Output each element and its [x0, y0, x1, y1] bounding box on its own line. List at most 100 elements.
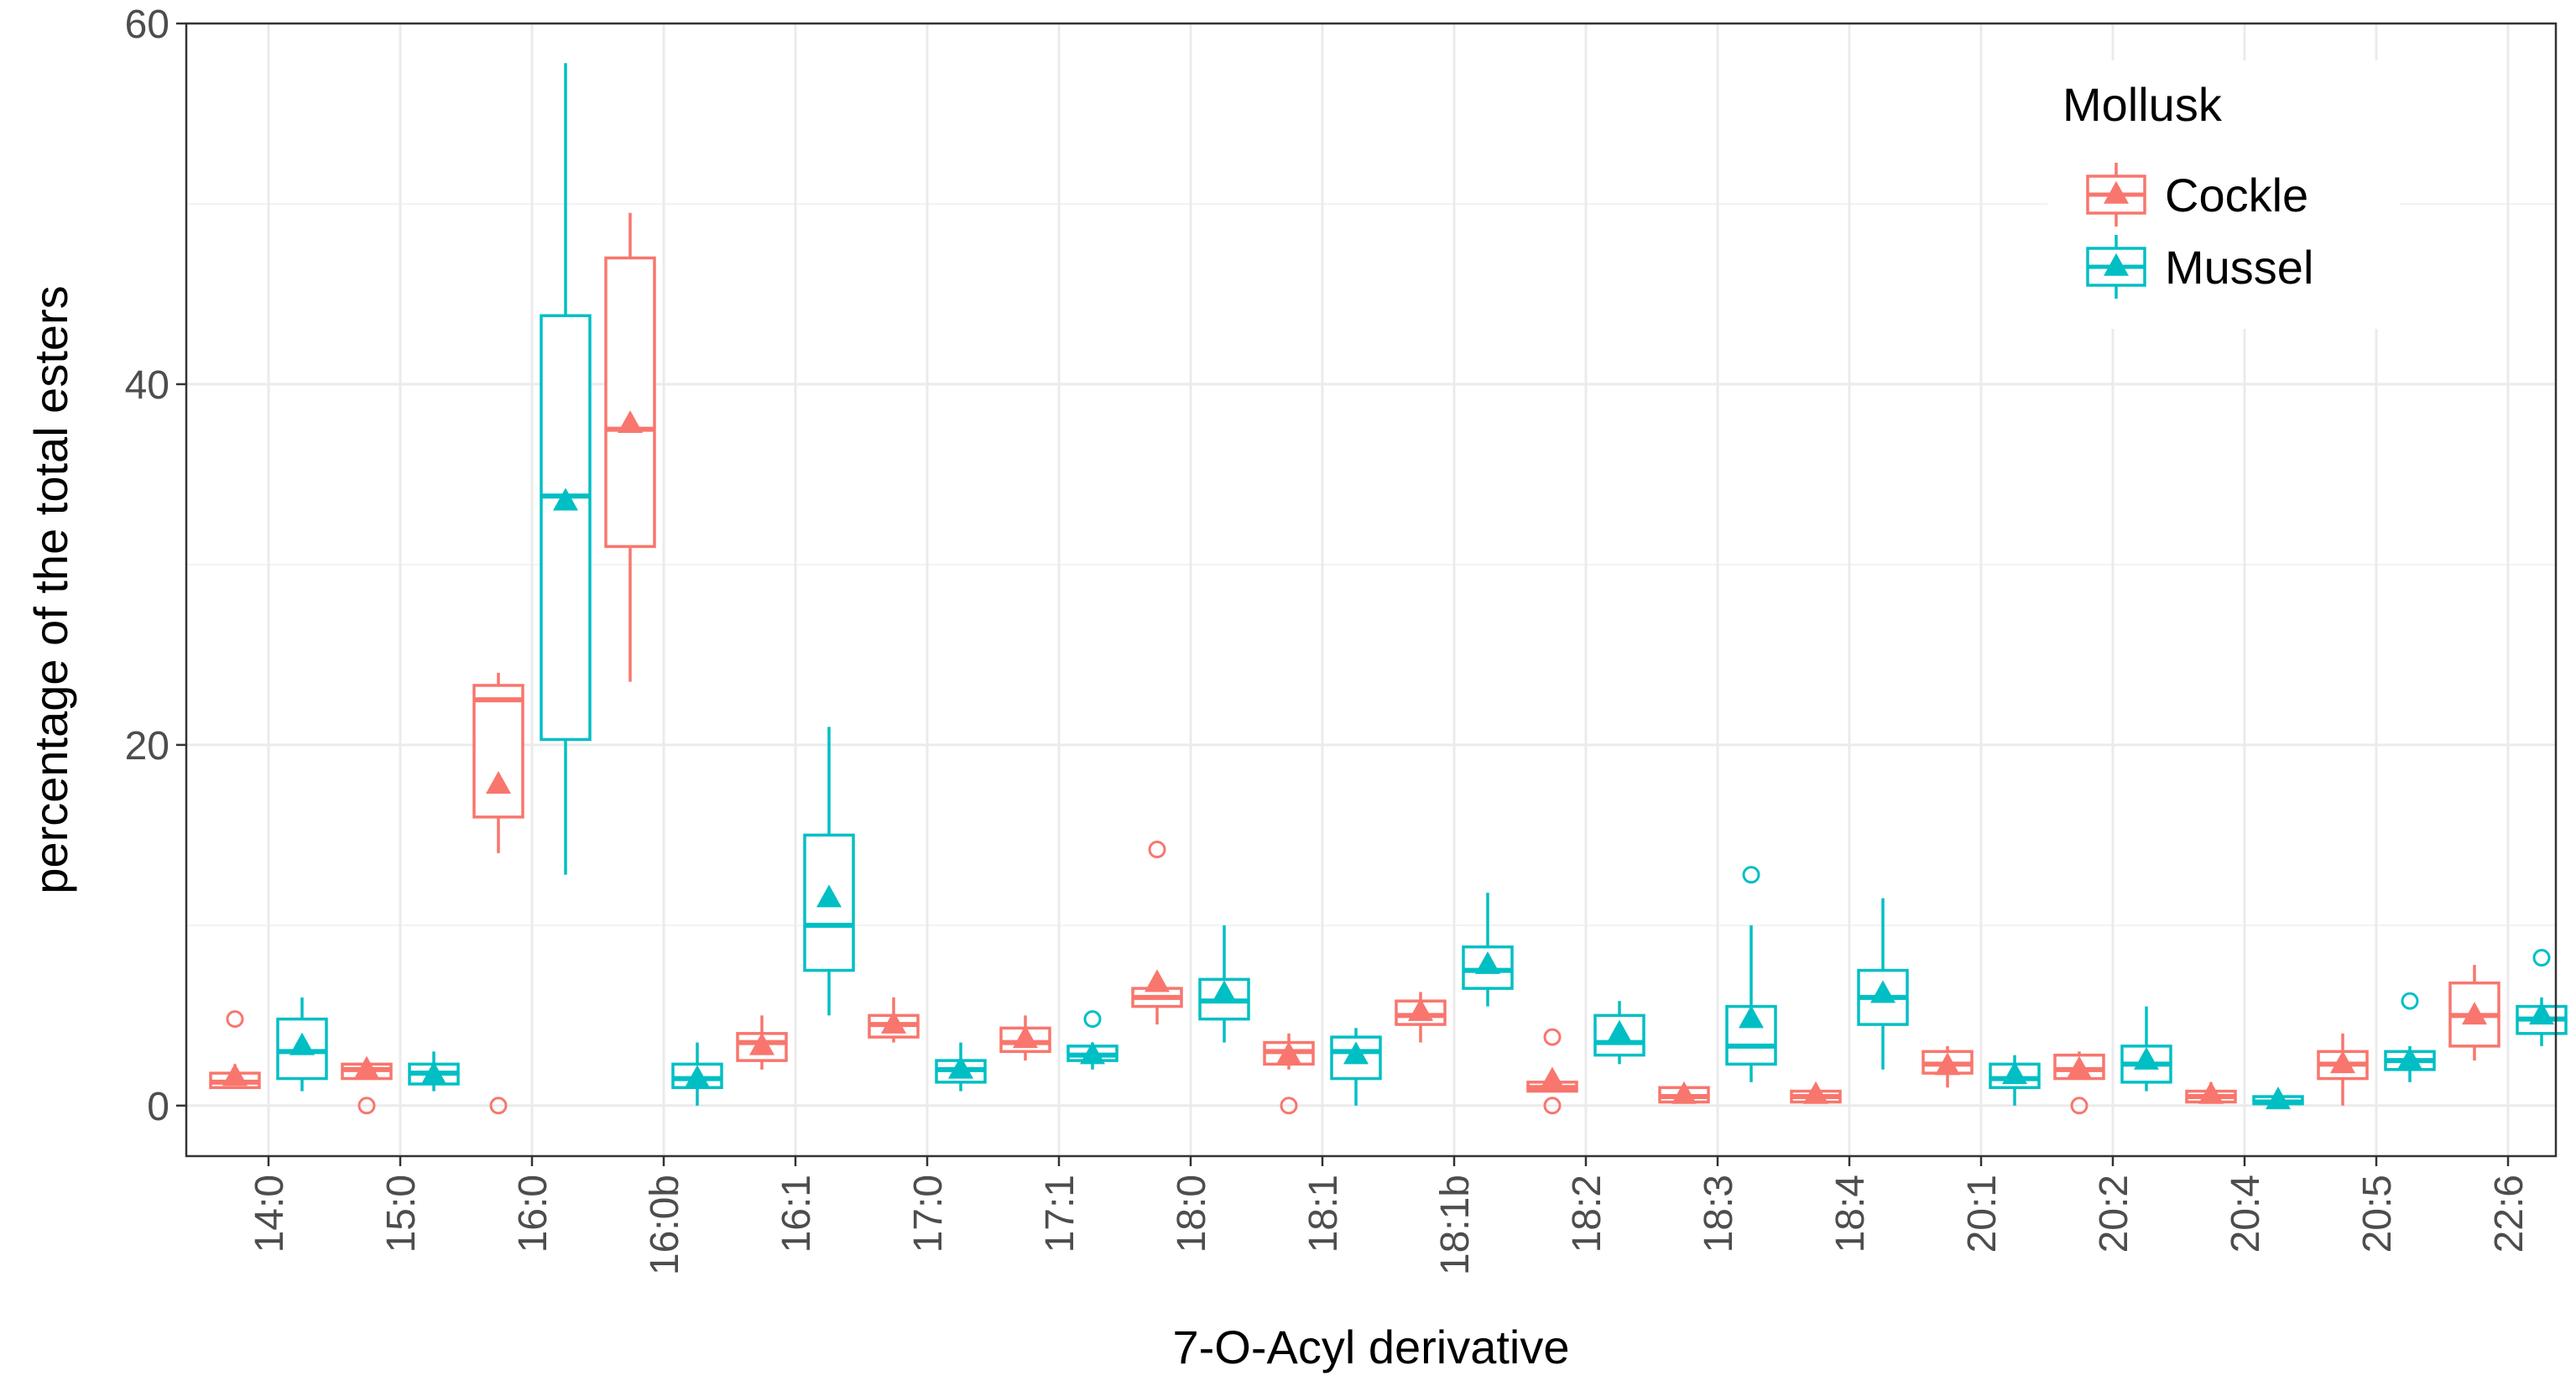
mean-marker: [1607, 1019, 1632, 1043]
x-tick-label: 16:1: [774, 1175, 819, 1253]
x-tick-label: 14:0: [248, 1175, 292, 1253]
x-tick-label: 17:0: [906, 1175, 951, 1253]
box-cockle-17-0: [868, 997, 920, 1043]
mean-marker: [1671, 1081, 1697, 1104]
outlier-point: [1543, 1097, 1562, 1115]
mean-marker: [553, 487, 578, 511]
panel-border: [185, 22, 2558, 1158]
mean-marker: [2266, 1086, 2291, 1110]
outlier-point: [489, 1097, 508, 1115]
grid: [186, 22, 2556, 1156]
box-mussel-18-2: [1593, 1001, 1645, 1065]
outlier-point: [2532, 949, 2551, 967]
x-tick-label: 15:0: [379, 1175, 424, 1253]
outlier-point: [2401, 992, 2419, 1010]
outlier-point: [1083, 1010, 1102, 1029]
box-cockle-17-1: [999, 1015, 1051, 1061]
x-tick-label: 18:2: [1565, 1175, 1609, 1253]
mean-marker: [1343, 1041, 1369, 1065]
x-tick-label: 16:0b: [643, 1175, 687, 1275]
box-cockle-16-1: [736, 1015, 788, 1070]
outlier-point: [1280, 1097, 1298, 1115]
box-mussel-18-4: [1857, 898, 1909, 1070]
legend-title: Mollusk: [2062, 78, 2223, 131]
mean-marker: [1540, 1066, 1565, 1090]
box-cockle-18-0: [1131, 841, 1183, 1025]
box-mussel-18-1b: [1462, 893, 1514, 1007]
mean-marker: [354, 1055, 379, 1079]
mean-marker: [2330, 1050, 2355, 1074]
mean-marker: [1739, 1005, 1764, 1029]
x-tick-label: 22:6: [2487, 1175, 2532, 1253]
box-cockle-20-4: [2185, 1081, 2237, 1104]
box-mussel-15-0: [408, 1051, 460, 1092]
box-cockle-18-1: [1263, 1033, 1315, 1115]
box-cockle-22-6: [2448, 965, 2500, 1061]
x-tick-label: 20:1: [1960, 1175, 2005, 1253]
mean-marker: [2134, 1046, 2159, 1070]
mean-marker: [2529, 1002, 2554, 1025]
box-body: [540, 314, 592, 742]
box-mussel-18-1: [1330, 1028, 1382, 1106]
legend-items: Cockle Mussel: [2086, 163, 2313, 299]
outlier-point: [1742, 866, 1760, 884]
box-mussel-16-0: [540, 63, 592, 875]
box-body: [604, 256, 656, 549]
outlier-point: [226, 1010, 244, 1029]
mean-marker: [685, 1065, 710, 1088]
x-tick-label: 20:4: [2224, 1175, 2268, 1253]
box-mussel-20-4: [2252, 1086, 2304, 1110]
legend-item-cockle: Cockle: [2086, 163, 2308, 227]
legend-key-mean: [2104, 180, 2129, 204]
box-mussel-18-0: [1198, 925, 1250, 1043]
box-mussel-22-6: [2516, 949, 2568, 1046]
x-tick-label: 18:4: [1828, 1175, 1873, 1253]
mean-marker: [1408, 998, 1433, 1021]
mean-marker: [421, 1061, 446, 1085]
y-tick-label: 20: [125, 724, 169, 769]
outlier-point: [1148, 841, 1166, 859]
mean-marker: [749, 1032, 774, 1055]
box-cockle-18-2: [1526, 1028, 1578, 1115]
x-tick-label: 18:0: [1170, 1175, 1214, 1253]
x-tick-label: 17:1: [1038, 1175, 1082, 1253]
outlier-point: [1543, 1028, 1562, 1046]
legend-label: Cockle: [2165, 169, 2308, 221]
box-cockle-18-3: [1658, 1081, 1710, 1104]
box-cockle-16-0b: [604, 212, 656, 682]
x-tick-label: 18:1: [1301, 1175, 1346, 1253]
mean-marker: [816, 884, 842, 908]
box-cockle-14-0: [209, 1010, 261, 1090]
y-tick-label: 60: [125, 3, 169, 47]
mean-marker: [2198, 1081, 2224, 1104]
box-mussel-20-5: [2384, 992, 2436, 1082]
box-cockle-20-2: [2053, 1051, 2105, 1115]
mean-marker: [948, 1055, 973, 1079]
box-cockle-20-5: [2317, 1033, 2369, 1106]
x-axis-title: 7-O-Acyl derivative: [1172, 1321, 1569, 1373]
mean-marker: [289, 1032, 315, 1055]
y-tick-label: 40: [125, 363, 169, 408]
mean-marker: [2067, 1055, 2092, 1079]
legend-item-mussel: Mussel: [2086, 235, 2313, 299]
box-cockle-18-1b: [1395, 992, 1447, 1043]
box-mussel-16-0b: [671, 1042, 723, 1106]
boxes: [209, 63, 2568, 1115]
outlier-point: [357, 1097, 376, 1115]
box-cockle-15-0: [341, 1055, 393, 1115]
mean-marker: [618, 410, 643, 434]
box-body: [472, 684, 524, 819]
box-cockle-20-1: [1922, 1045, 1974, 1088]
x-tick-label: 18:3: [1697, 1175, 1741, 1253]
legend-label: Mussel: [2165, 241, 2313, 294]
box-mussel-14-0: [276, 997, 328, 1092]
box-mussel-20-2: [2120, 1006, 2172, 1092]
x-tick-label: 20:2: [2092, 1175, 2136, 1253]
mean-marker: [1080, 1041, 1105, 1065]
box-mussel-18-3: [1725, 866, 1777, 1082]
mean-marker: [2397, 1046, 2422, 1070]
x-tick-label: 16:0: [511, 1175, 555, 1253]
mean-marker: [881, 1010, 906, 1034]
box-mussel-16-1: [803, 727, 855, 1016]
